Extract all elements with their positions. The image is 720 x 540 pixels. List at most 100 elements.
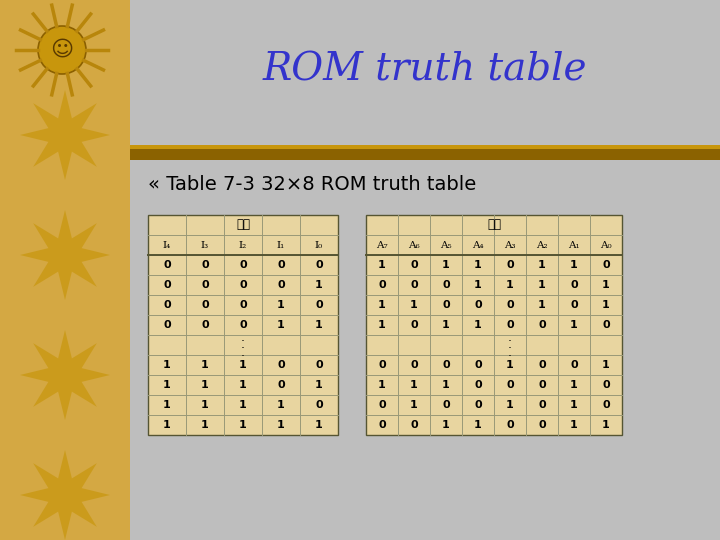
Text: A₃: A₃ — [504, 240, 516, 249]
Polygon shape — [0, 0, 130, 540]
Text: 1: 1 — [538, 300, 546, 310]
Text: 0: 0 — [538, 380, 546, 390]
Text: 0: 0 — [506, 380, 514, 390]
Text: 0: 0 — [506, 260, 514, 270]
Text: 1: 1 — [570, 320, 578, 330]
Text: 1: 1 — [474, 420, 482, 430]
Polygon shape — [20, 90, 110, 180]
Text: 0: 0 — [163, 260, 171, 270]
Polygon shape — [130, 145, 720, 149]
Text: A₂: A₂ — [536, 240, 548, 249]
Text: 0: 0 — [163, 300, 171, 310]
Text: 0: 0 — [506, 320, 514, 330]
Text: 0: 0 — [506, 300, 514, 310]
Text: 1: 1 — [410, 400, 418, 410]
Text: 0: 0 — [277, 360, 285, 370]
Text: 1: 1 — [378, 300, 386, 310]
Text: 0: 0 — [506, 420, 514, 430]
Text: 1: 1 — [570, 420, 578, 430]
FancyBboxPatch shape — [366, 215, 622, 435]
Text: 0: 0 — [201, 320, 209, 330]
Text: 1: 1 — [506, 400, 514, 410]
Text: 0: 0 — [410, 320, 418, 330]
Text: I₃: I₃ — [201, 240, 209, 249]
Text: 1: 1 — [315, 420, 323, 430]
Text: 1: 1 — [474, 260, 482, 270]
Text: 0: 0 — [442, 400, 450, 410]
Text: 1: 1 — [277, 320, 285, 330]
Text: 0: 0 — [163, 320, 171, 330]
Text: A₀: A₀ — [600, 240, 612, 249]
Text: ROM truth table: ROM truth table — [263, 51, 588, 89]
Text: 1: 1 — [602, 360, 610, 370]
Text: 0: 0 — [602, 260, 610, 270]
Text: 0: 0 — [410, 420, 418, 430]
Text: 输入: 输入 — [236, 219, 250, 232]
Text: 0: 0 — [277, 380, 285, 390]
Text: 0: 0 — [201, 280, 209, 290]
Text: .: . — [508, 331, 512, 344]
Text: 1: 1 — [506, 280, 514, 290]
Text: 1: 1 — [239, 400, 247, 410]
Text: 1: 1 — [201, 360, 209, 370]
Text: 0: 0 — [538, 320, 546, 330]
Text: 1: 1 — [201, 380, 209, 390]
Text: 1: 1 — [570, 400, 578, 410]
Text: I₂: I₂ — [239, 240, 247, 249]
Text: 0: 0 — [378, 360, 386, 370]
Text: 1: 1 — [378, 260, 386, 270]
Text: 0: 0 — [602, 320, 610, 330]
Text: 1: 1 — [315, 380, 323, 390]
Text: 1: 1 — [163, 380, 171, 390]
Text: 1: 1 — [442, 260, 450, 270]
Text: 1: 1 — [277, 300, 285, 310]
Text: 0: 0 — [474, 400, 482, 410]
Text: 0: 0 — [442, 300, 450, 310]
Text: 0: 0 — [570, 280, 578, 290]
Text: 1: 1 — [378, 320, 386, 330]
Text: 1: 1 — [163, 360, 171, 370]
Text: 1: 1 — [474, 280, 482, 290]
Text: 1: 1 — [315, 280, 323, 290]
Text: 0: 0 — [410, 360, 418, 370]
Text: 1: 1 — [163, 420, 171, 430]
Text: 1: 1 — [410, 300, 418, 310]
Text: 1: 1 — [602, 280, 610, 290]
Text: 1: 1 — [239, 380, 247, 390]
Text: A₇: A₇ — [376, 240, 388, 249]
Text: 1: 1 — [277, 420, 285, 430]
Text: 0: 0 — [474, 360, 482, 370]
Text: 1: 1 — [602, 420, 610, 430]
Text: 0: 0 — [315, 260, 323, 270]
Text: 1: 1 — [442, 380, 450, 390]
Text: 1: 1 — [538, 280, 546, 290]
Text: 0: 0 — [239, 320, 247, 330]
Text: 0: 0 — [602, 380, 610, 390]
Text: 1: 1 — [378, 380, 386, 390]
Text: 1: 1 — [410, 380, 418, 390]
Text: 1: 1 — [442, 320, 450, 330]
Text: 0: 0 — [602, 400, 610, 410]
Text: 0: 0 — [239, 280, 247, 290]
Text: 1: 1 — [201, 400, 209, 410]
Text: 0: 0 — [201, 260, 209, 270]
Text: 0: 0 — [378, 400, 386, 410]
Text: 0: 0 — [315, 400, 323, 410]
Text: .: . — [508, 339, 512, 352]
Text: .: . — [241, 346, 245, 359]
Text: 0: 0 — [277, 280, 285, 290]
Circle shape — [38, 26, 86, 74]
Text: I₁: I₁ — [277, 240, 285, 249]
Text: 1: 1 — [239, 360, 247, 370]
Text: 1: 1 — [474, 320, 482, 330]
Text: 0: 0 — [378, 420, 386, 430]
Text: 1: 1 — [538, 260, 546, 270]
Text: 0: 0 — [538, 360, 546, 370]
Text: 1: 1 — [602, 300, 610, 310]
Text: 0: 0 — [538, 420, 546, 430]
Text: I₄: I₄ — [163, 240, 171, 249]
Text: « Table 7-3 32×8 ROM truth table: « Table 7-3 32×8 ROM truth table — [148, 176, 476, 194]
Text: A₅: A₅ — [440, 240, 452, 249]
Text: 1: 1 — [277, 400, 285, 410]
Text: A₄: A₄ — [472, 240, 484, 249]
